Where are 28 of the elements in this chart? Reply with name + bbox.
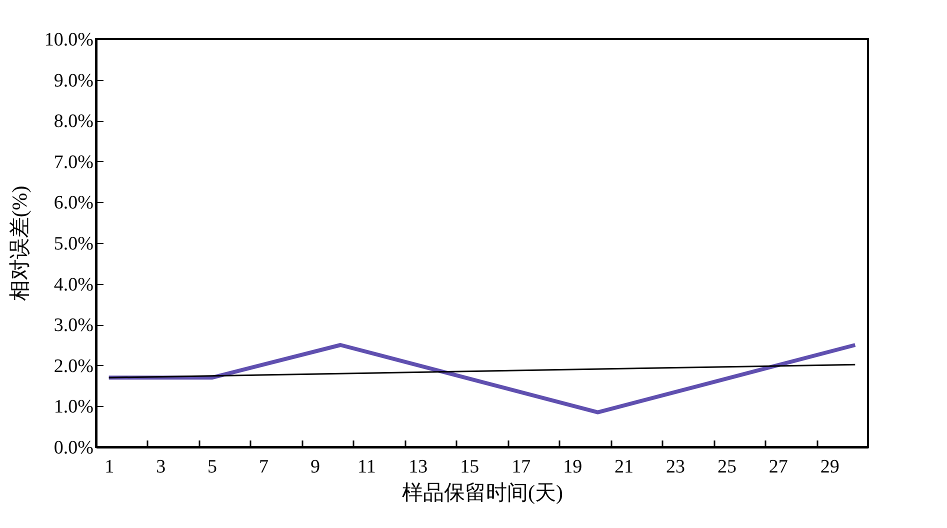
y-tick-label: 7.0%	[54, 152, 94, 173]
x-tick-label: 23	[666, 456, 685, 478]
x-tick-label: 19	[563, 456, 582, 478]
x-tick-label: 15	[460, 456, 480, 478]
y-tick-label: 0.0%	[54, 438, 94, 458]
x-tick-label: 5	[208, 456, 218, 478]
y-tick-label: 8.0%	[54, 111, 94, 132]
x-tick-label: 3	[156, 456, 166, 478]
y-tick-label: 6.0%	[54, 192, 94, 214]
y-tick-label: 5.0%	[54, 234, 94, 254]
x-tick-label: 27	[768, 456, 788, 478]
x-tick-label: 21	[614, 456, 634, 478]
x-tick-label: 7	[259, 456, 269, 478]
x-tick-label: 13	[408, 456, 428, 478]
y-tick-label: 3.0%	[54, 315, 94, 336]
x-tick-label: 11	[358, 456, 376, 478]
x-tick-label: 9	[310, 456, 320, 478]
x-tick-label: 29	[820, 456, 840, 478]
x-tick-label: 17	[512, 456, 531, 478]
y-tick-label: 10.0%	[44, 30, 94, 50]
y-tick-label: 9.0%	[54, 70, 94, 92]
y-tick-label: 1.0%	[54, 396, 94, 418]
x-tick-label: 25	[717, 456, 736, 478]
x-tick-label: 1	[104, 456, 114, 478]
y-tick-label: 2.0%	[54, 356, 94, 377]
y-axis-title: 相对误差(%)	[7, 186, 32, 302]
x-axis-title: 样品保留时间(天)	[402, 480, 563, 504]
y-tick-label: 4.0%	[54, 274, 94, 296]
